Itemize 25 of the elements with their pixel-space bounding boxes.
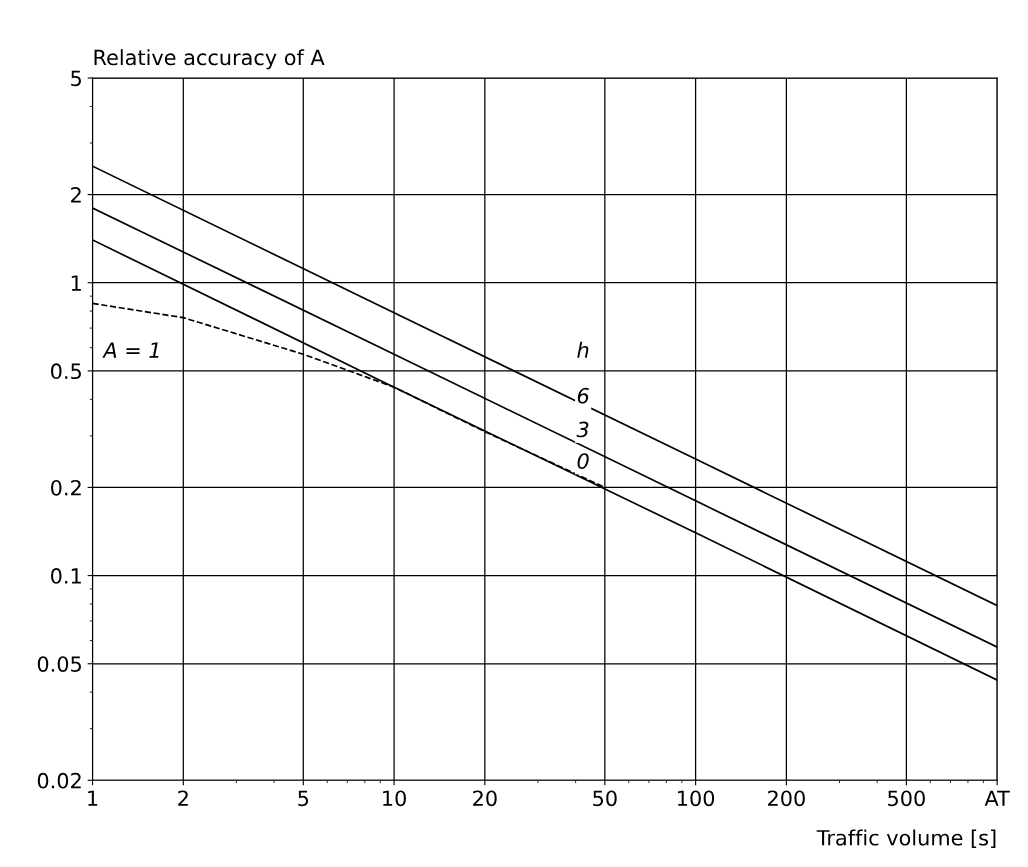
x-tick-label: 5 [298,790,309,807]
annotation: A = 1 [102,342,159,358]
x-tick-label: 20 [473,790,497,807]
x-axis-title: Traffic volume [s] [816,829,996,849]
x-tick-label: AT [984,790,1010,806]
x-tick-label: 200 [768,790,805,807]
y-tick-label: 0.1 [51,568,81,584]
y-tick-label: 1 [71,275,81,291]
x-tick-label: 10 [383,790,406,807]
x-tick-label: 2 [178,790,188,806]
y-tick-label: 0.05 [37,656,81,672]
annotation: 0 [577,453,589,469]
y-tick-label: 0.02 [37,772,81,789]
y-tick-label: 5 [71,70,81,87]
x-tick-label: 50 [593,790,617,807]
x-tick-label: 500 [888,790,925,807]
y-tick-label: 0.2 [51,479,81,496]
y-axis-title: Relative accuracy of A [94,49,325,70]
x-tick-label: 100 [678,790,715,807]
annotation: 6 [577,387,589,404]
y-tick-label: 0.5 [51,363,81,380]
x-tick-label: 1 [88,790,98,806]
annotation: h [577,341,589,358]
annotation: 3 [576,421,589,438]
y-tick-label: 2 [71,187,81,203]
